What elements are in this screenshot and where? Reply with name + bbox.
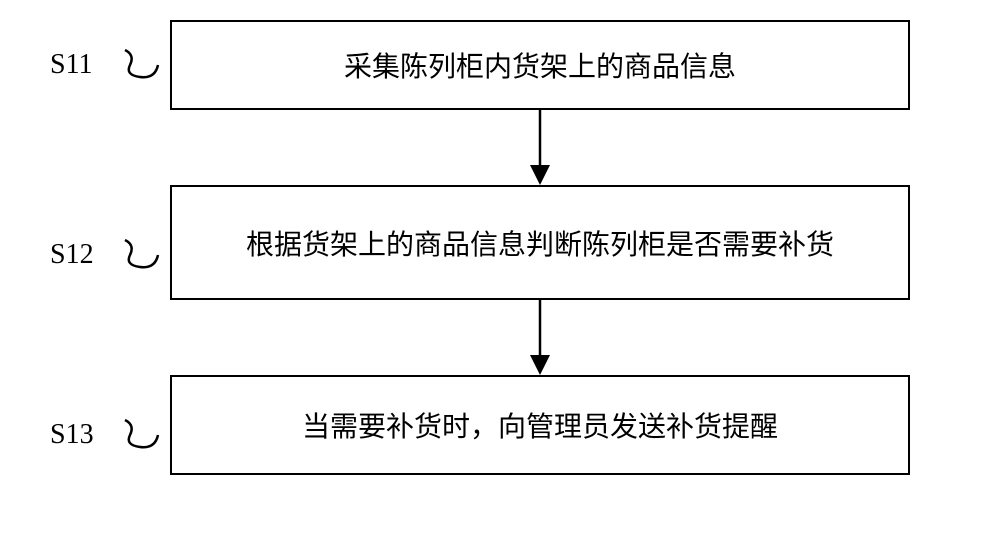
- flowchart-container: S11 采集陈列柜内货架上的商品信息 S12 根据货架上的商品信息判断陈列柜是否…: [50, 20, 950, 475]
- step-text-s11: 采集陈列柜内货架上的商品信息: [344, 45, 736, 85]
- step-row-s13: S13 当需要补货时，向管理员发送补货提醒: [50, 375, 950, 475]
- step-box-s12: 根据货架上的商品信息判断陈列柜是否需要补货: [170, 185, 910, 300]
- connector-squiggle-icon: [120, 415, 160, 455]
- step-text-s12: 根据货架上的商品信息判断陈列柜是否需要补货: [246, 223, 834, 263]
- connector-squiggle-icon: [120, 45, 160, 85]
- arrow-down-icon: [520, 110, 560, 185]
- step-text-s13: 当需要补货时，向管理员发送补货提醒: [302, 405, 778, 445]
- step-label-s12: S12: [50, 239, 130, 271]
- connector-squiggle-icon: [120, 235, 160, 275]
- step-label-s11: S11: [50, 49, 130, 81]
- step-box-s11: 采集陈列柜内货架上的商品信息: [170, 20, 910, 110]
- arrow-down-icon: [520, 300, 560, 375]
- arrow-2: [170, 300, 910, 375]
- step-row-s12: S12 根据货架上的商品信息判断陈列柜是否需要补货: [50, 185, 950, 300]
- step-label-s13: S13: [50, 419, 130, 451]
- step-row-s11: S11 采集陈列柜内货架上的商品信息: [50, 20, 950, 110]
- arrow-1: [170, 110, 910, 185]
- step-box-s13: 当需要补货时，向管理员发送补货提醒: [170, 375, 910, 475]
